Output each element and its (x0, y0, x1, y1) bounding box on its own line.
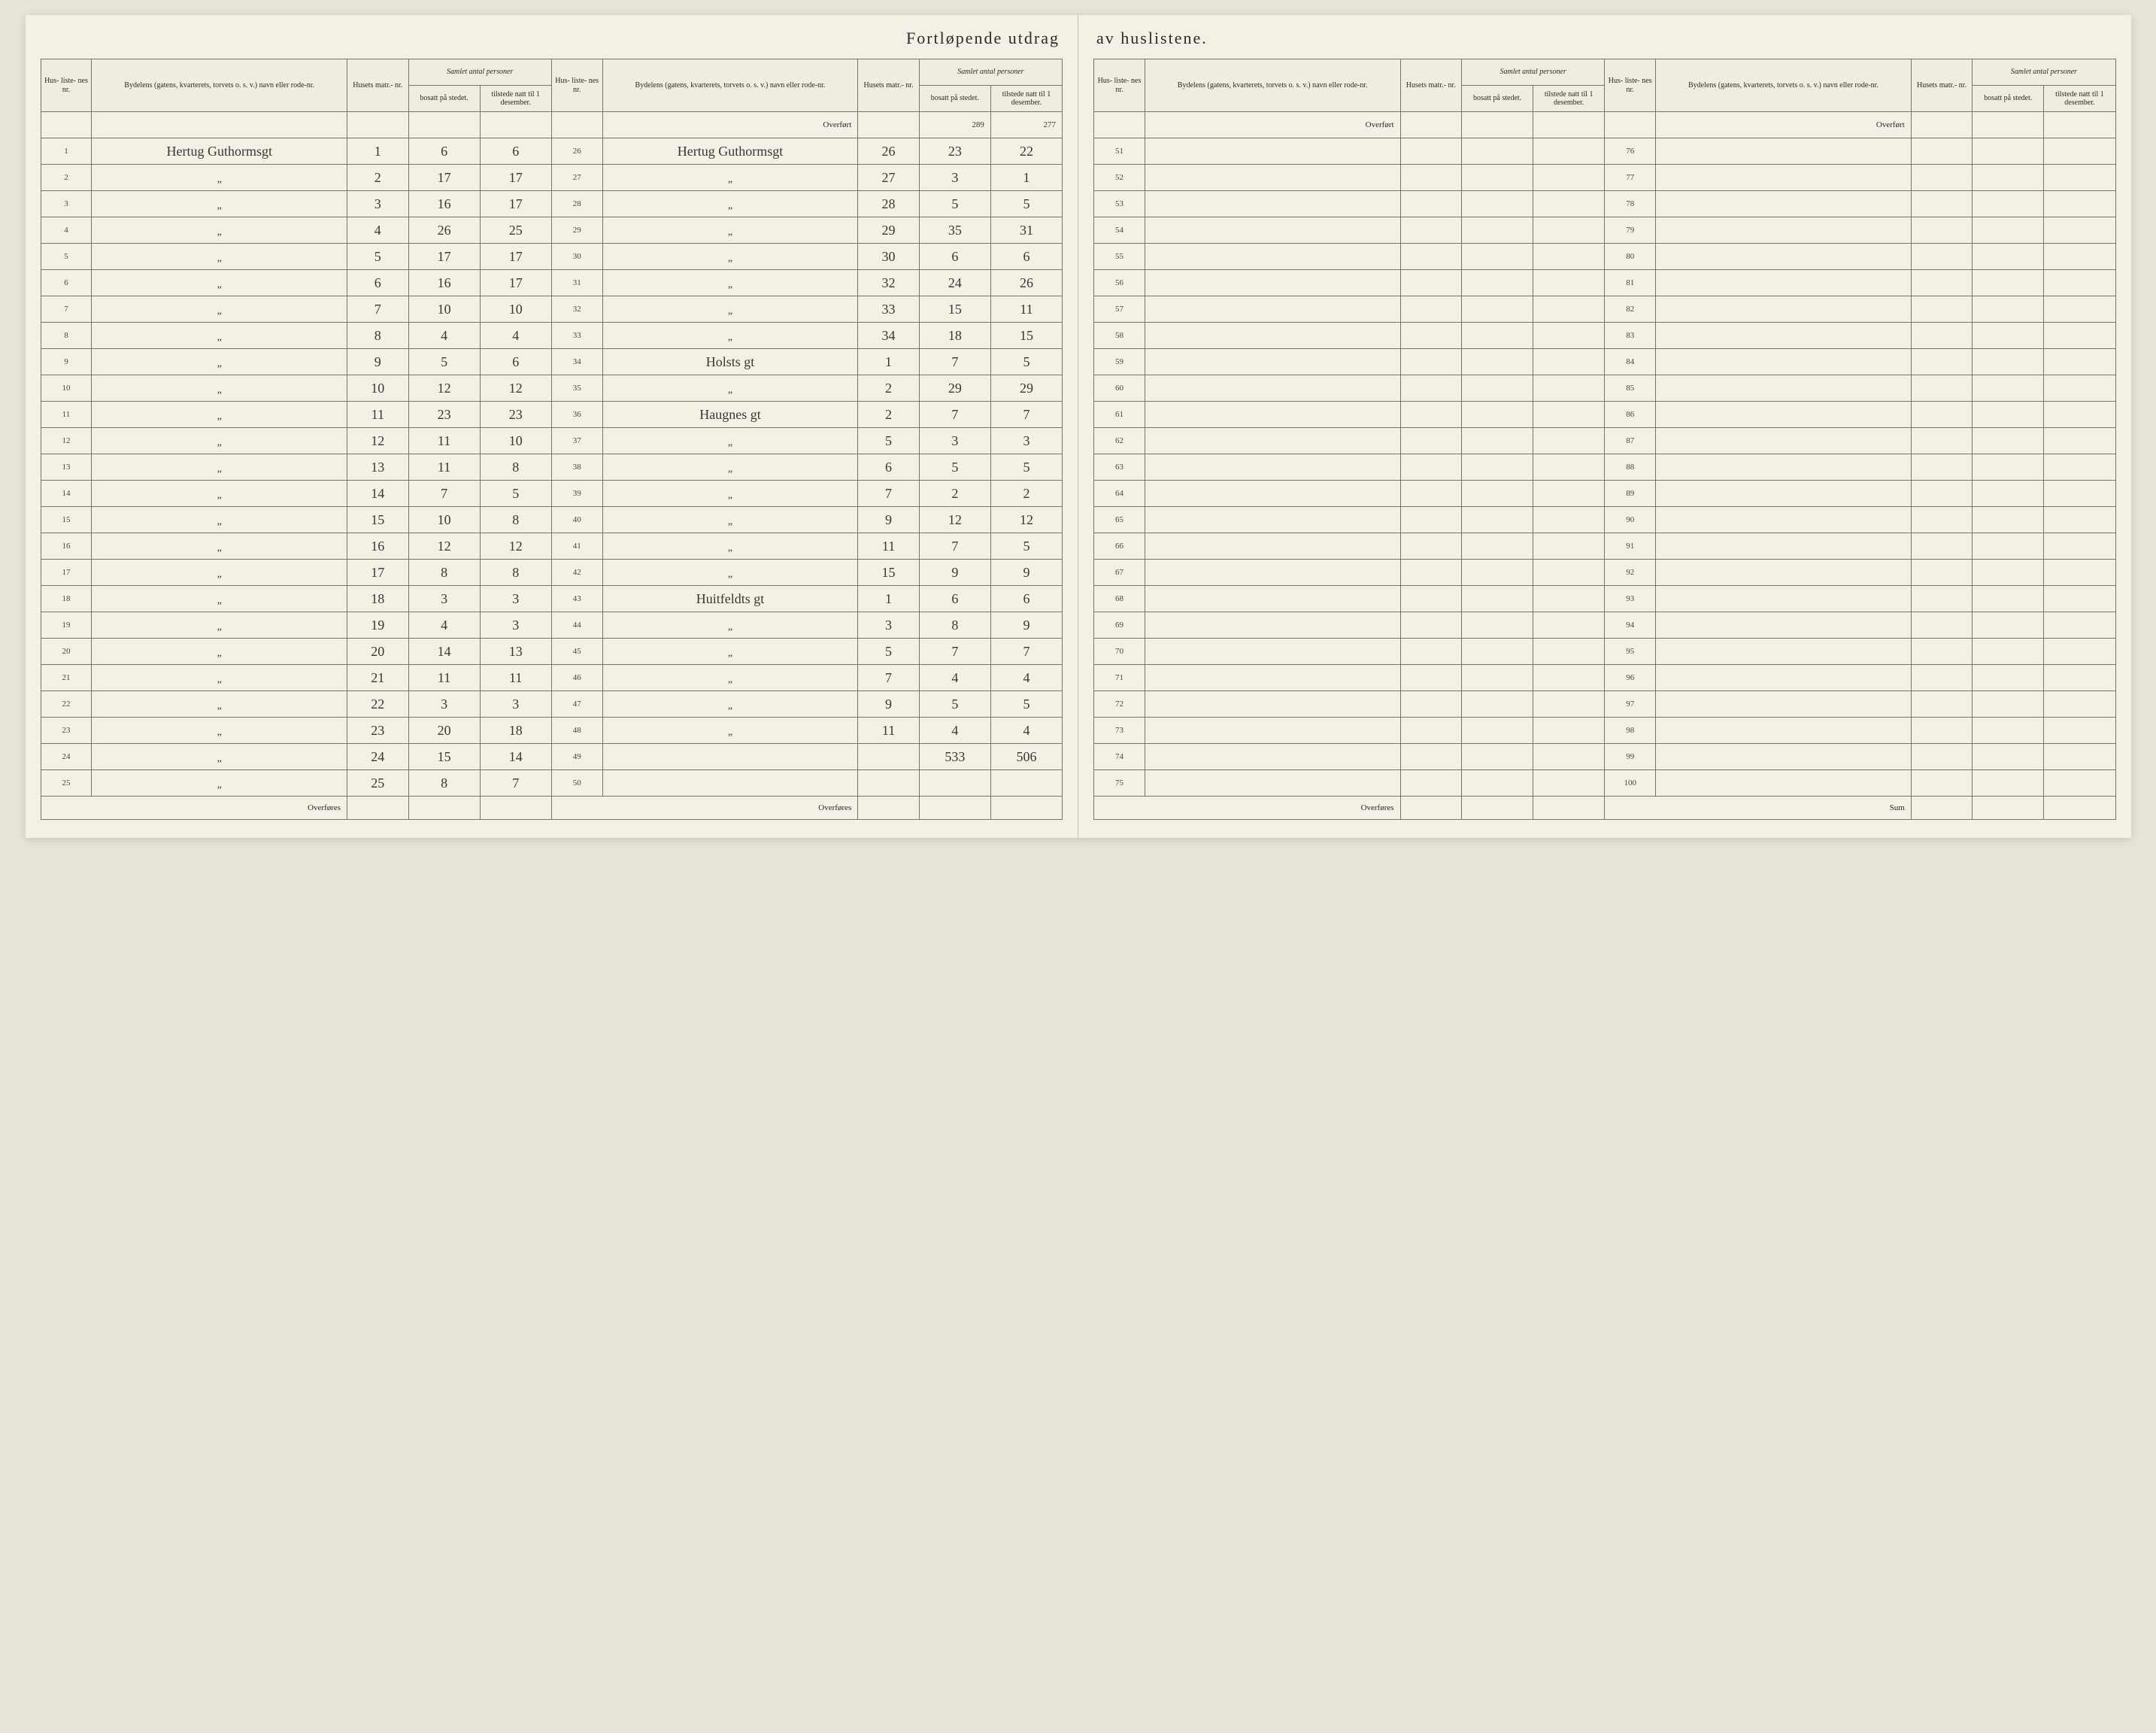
table-row: 25„258750 (41, 770, 1063, 797)
hdr-samlet: Samlet antal personer (1462, 59, 1605, 86)
table-row: 7196 (1094, 665, 2116, 691)
table-row: 6590 (1094, 507, 2116, 533)
ledger-spread: Fortløpende utdrag Hus- liste- nes nr. B… (26, 15, 2131, 838)
table-row: 23„23201848„1144 (41, 718, 1063, 744)
overfores-label: Overføres (41, 797, 347, 820)
table-row: 11„11232336Haugnes gt277 (41, 402, 1063, 428)
table-row: 5479 (1094, 217, 2116, 244)
overfort-row: Overført289277 (41, 112, 1063, 138)
table-header: Hus- liste- nes nr. Bydelens (gatens, kv… (41, 59, 1063, 112)
table-row: 15„1510840„91212 (41, 507, 1063, 533)
table-row: 10„10121235„22929 (41, 375, 1063, 402)
hdr-tilstede: tilstede natt til 1 desember. (990, 86, 1062, 112)
hdr-bosatt: bosatt på stedet. (1462, 86, 1533, 112)
overfores-label: Overføres (1094, 797, 1401, 820)
hdr-bosatt: bosatt på stedet. (919, 86, 990, 112)
table-row: 14„147539„722 (41, 481, 1063, 507)
overfores-row: Overføres Overføres (41, 797, 1063, 820)
table-row: 5681 (1094, 270, 2116, 296)
hdr-matr: Husets matr.- nr. (347, 59, 409, 112)
table-row: 5176 (1094, 138, 2116, 165)
table-row: 3„3161728„2855 (41, 191, 1063, 217)
table-row: 5984 (1094, 349, 2116, 375)
hdr-nr: Hus- liste- nes nr. (1605, 59, 1656, 112)
table-row: 16„16121241„1175 (41, 533, 1063, 560)
table-header: Hus- liste- nes nr. Bydelens (gatens, kv… (1094, 59, 2116, 112)
title-left: Fortløpende utdrag (906, 29, 1060, 48)
table-row: 5378 (1094, 191, 2116, 217)
table-row: 7095 (1094, 639, 2116, 665)
hdr-samlet: Samlet antal personer (408, 59, 551, 86)
table-row: 6691 (1094, 533, 2116, 560)
table-row: 7„7101032„331511 (41, 296, 1063, 323)
left-page: Fortløpende utdrag Hus- liste- nes nr. B… (26, 15, 1079, 838)
sum-label: Sum (1605, 797, 1912, 820)
hdr-tilstede: tilstede natt til 1 desember. (480, 86, 551, 112)
hdr-desc: Bydelens (gatens, kvarterets, torvets o.… (1656, 59, 1912, 112)
sum-row: Overføres Sum (1094, 797, 2116, 820)
table-row: 1Hertug Guthormsgt16626Hertug Guthormsgt… (41, 138, 1063, 165)
right-page: av huslistene. Hus- liste- nes nr. Bydel… (1078, 15, 2131, 838)
table-row: 6388 (1094, 454, 2116, 481)
hdr-matr: Husets matr.- nr. (1400, 59, 1462, 112)
hdr-desc: Bydelens (gatens, kvarterets, torvets o.… (1145, 59, 1400, 112)
table-row: 9„95634Holsts gt175 (41, 349, 1063, 375)
table-row: 6792 (1094, 560, 2116, 586)
table-row: 5883 (1094, 323, 2116, 349)
table-row: 8„84433„341815 (41, 323, 1063, 349)
hdr-samlet: Samlet antal personer (1973, 59, 2115, 86)
hdr-bosatt: bosatt på stedet. (408, 86, 480, 112)
overfort-row: OverførtOverført (1094, 112, 2116, 138)
hdr-desc: Bydelens (gatens, kvarterets, torvets o.… (602, 59, 858, 112)
table-row: 7297 (1094, 691, 2116, 718)
table-row: 6893 (1094, 586, 2116, 612)
hdr-bosatt: bosatt på stedet. (1973, 86, 2044, 112)
hdr-matr: Husets matr.- nr. (858, 59, 920, 112)
table-row: 2„2171727„2731 (41, 165, 1063, 191)
table-row: 5580 (1094, 244, 2116, 270)
table-row: 20„20141345„577 (41, 639, 1063, 665)
hdr-samlet: Samlet antal personer (919, 59, 1062, 86)
hdr-tilstede: tilstede natt til 1 desember. (1533, 86, 1605, 112)
table-row: 6„6161731„322426 (41, 270, 1063, 296)
table-row: 17„178842„1599 (41, 560, 1063, 586)
table-row: 21„21111146„744 (41, 665, 1063, 691)
ledger-table-right: Hus- liste- nes nr. Bydelens (gatens, kv… (1093, 59, 2116, 820)
hdr-nr: Hus- liste- nes nr. (551, 59, 602, 112)
hdr-desc: Bydelens (gatens, kvarterets, torvets o.… (92, 59, 347, 112)
table-row: 75100 (1094, 770, 2116, 797)
table-row: 24„24151449533506 (41, 744, 1063, 770)
table-row: 6287 (1094, 428, 2116, 454)
ledger-table-left: Hus- liste- nes nr. Bydelens (gatens, kv… (41, 59, 1063, 820)
hdr-tilstede: tilstede natt til 1 desember. (2044, 86, 2115, 112)
table-row: 6186 (1094, 402, 2116, 428)
hdr-matr: Husets matr.- nr. (1911, 59, 1973, 112)
table-row: 4„4262529„293531 (41, 217, 1063, 244)
overfores-label: Overføres (551, 797, 858, 820)
hdr-nr: Hus- liste- nes nr. (1094, 59, 1145, 112)
table-row: 5277 (1094, 165, 2116, 191)
table-row: 18„183343Huitfeldts gt166 (41, 586, 1063, 612)
table-row: 6994 (1094, 612, 2116, 639)
table-row: 7499 (1094, 744, 2116, 770)
table-row: 5„5171730„3066 (41, 244, 1063, 270)
table-row: 6085 (1094, 375, 2116, 402)
table-row: 7398 (1094, 718, 2116, 744)
title-right: av huslistene. (1096, 29, 1208, 48)
table-row: 19„194344„389 (41, 612, 1063, 639)
table-row: 12„12111037„533 (41, 428, 1063, 454)
hdr-nr: Hus- liste- nes nr. (41, 59, 92, 112)
table-row: 6489 (1094, 481, 2116, 507)
table-row: 13„1311838„655 (41, 454, 1063, 481)
table-row: 5782 (1094, 296, 2116, 323)
table-row: 22„223347„955 (41, 691, 1063, 718)
